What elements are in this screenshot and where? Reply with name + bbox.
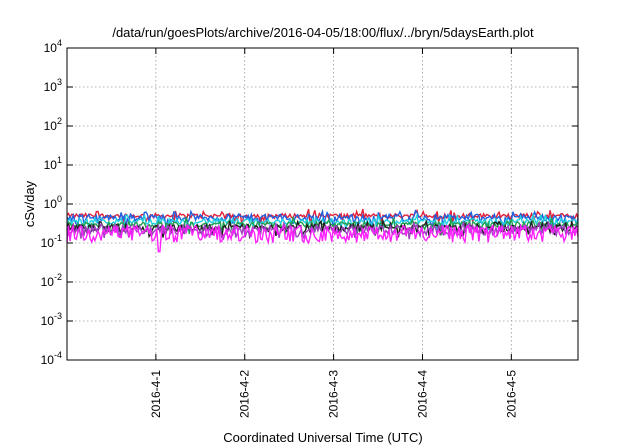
x-tick-label: 2016-4-5 (504, 370, 518, 418)
series-line (66, 208, 579, 229)
series-line (66, 223, 579, 253)
x-axis: 2016-4-1 2016-4-2 2016-4-3 2016-4-4 2016-4-5 (149, 48, 518, 418)
x-tick-label: 2016-4-1 (149, 370, 163, 418)
y-tick-label: 104 (44, 38, 62, 55)
y-tick-label: 10-3 (41, 311, 62, 328)
series-line (66, 215, 579, 237)
y-tick-label: 103 (44, 77, 62, 94)
y-axis-label: cSv/day (22, 180, 37, 227)
y-tick-label: 102 (44, 116, 62, 133)
y-tick-label: 101 (44, 155, 62, 172)
y-tick-label: 10-1 (41, 233, 62, 250)
y-tick-label: 10-4 (41, 350, 62, 367)
series-layer (66, 208, 579, 253)
x-tick-label: 2016-4-3 (327, 370, 341, 418)
x-tick-label: 2016-4-2 (238, 370, 252, 418)
grid (67, 48, 578, 360)
x-axis-label: Coordinated Universal Time (UTC) (223, 430, 422, 445)
y-tick-label: 10-2 (41, 272, 62, 289)
series-line (66, 220, 579, 241)
chart-title: /data/run/goesPlots/archive/2016-04-05/1… (112, 25, 534, 40)
y-tick-label: 100 (44, 194, 62, 211)
x-tick-label: 2016-4-4 (415, 370, 429, 418)
y-axis: 10-4 10-3 10-2 10-1 100 101 102 103 104 (41, 38, 578, 367)
